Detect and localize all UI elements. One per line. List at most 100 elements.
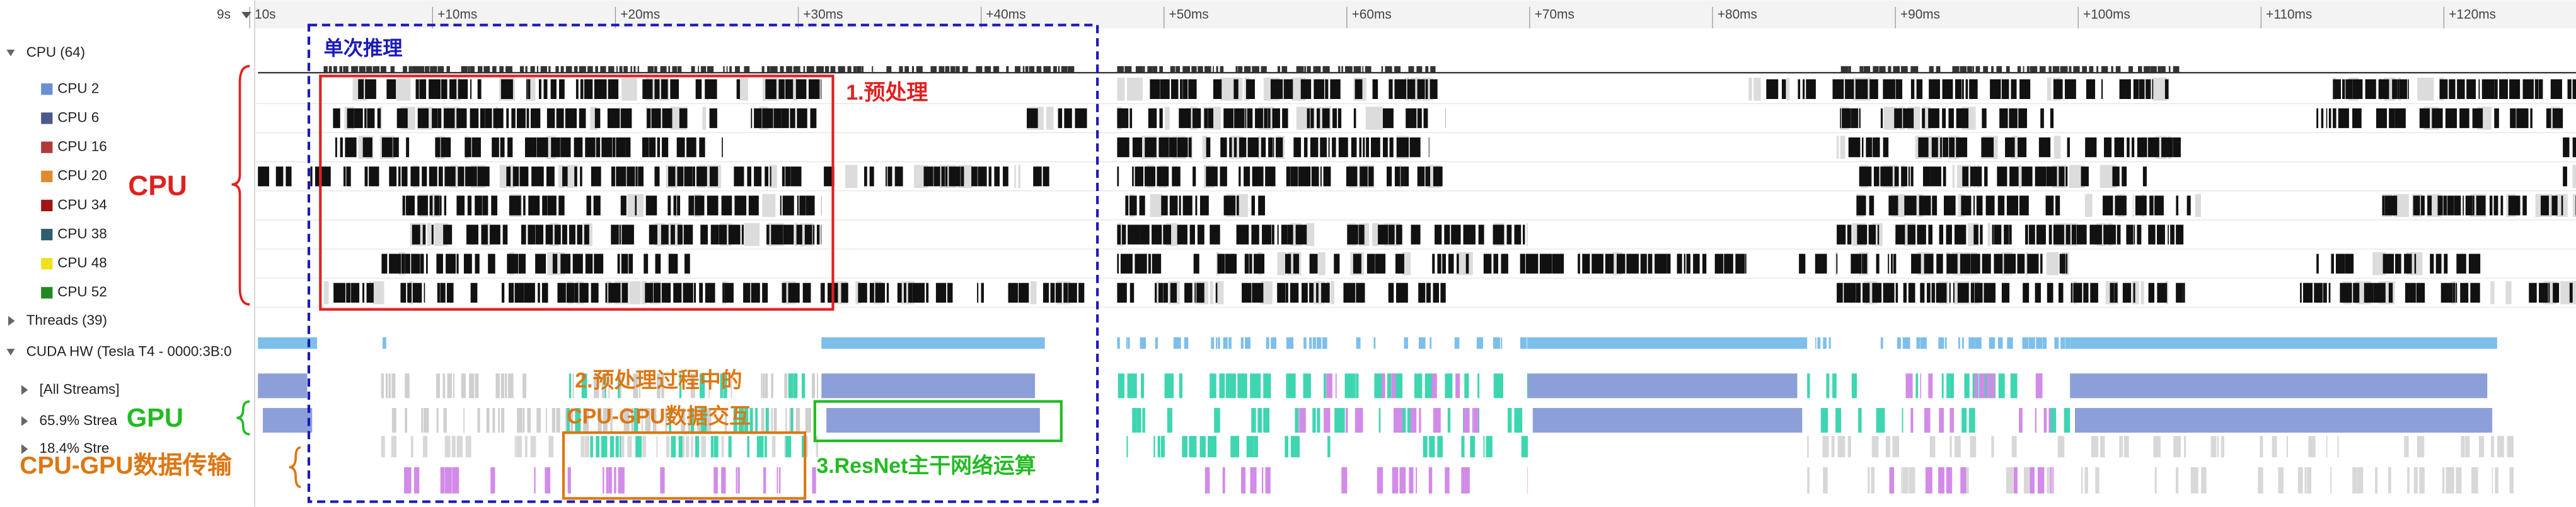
activity-block	[771, 408, 773, 433]
activity-block	[649, 224, 657, 245]
activity-block	[417, 66, 424, 73]
activity-block	[645, 195, 657, 216]
activity-block	[2104, 137, 2112, 158]
activity-block	[1893, 254, 1897, 274]
activity-block	[1173, 337, 1181, 349]
activity-block	[500, 373, 505, 399]
activity-block	[1158, 137, 1169, 158]
ruler-start[interactable]: 9s	[217, 8, 231, 22]
activity-block	[2427, 195, 2432, 216]
activity-block	[621, 254, 628, 274]
row-label: CPU 38	[57, 226, 107, 242]
activity-block	[1204, 467, 1210, 494]
activity-block	[2443, 195, 2447, 216]
activity-block	[1159, 108, 1163, 129]
activity-block	[2006, 467, 2014, 494]
activity-block	[405, 254, 410, 274]
activity-block	[2089, 66, 2094, 73]
activity-block	[1990, 79, 2001, 99]
activity-block	[1250, 467, 1257, 494]
activity-block	[2057, 436, 2065, 458]
activity-block	[947, 283, 953, 303]
expand-toggle[interactable]	[21, 444, 28, 454]
activity-block	[1905, 373, 1913, 399]
activity-block	[620, 436, 621, 458]
expand-toggle[interactable]	[6, 49, 15, 57]
kernel-band	[1528, 373, 1798, 399]
activity-block	[362, 137, 373, 158]
activity-block	[767, 66, 770, 73]
activity-block	[897, 283, 902, 303]
activity-block	[2352, 467, 2357, 494]
activity-block	[642, 137, 649, 158]
activity-block	[2028, 337, 2035, 349]
activity-block	[2499, 79, 2508, 99]
activity-block	[633, 408, 638, 433]
activity-block	[2035, 283, 2041, 303]
activity-block	[468, 66, 470, 73]
expand-toggle[interactable]	[21, 385, 28, 395]
kernel-band	[2070, 337, 2497, 349]
activity-block	[2176, 467, 2179, 494]
interaction-label: 2.预处理过程中的	[575, 368, 742, 392]
activity-block	[364, 166, 368, 187]
activity-block	[1807, 373, 1810, 399]
activity-block	[1163, 224, 1172, 245]
activity-block	[1189, 436, 1197, 458]
activity-block	[452, 467, 459, 494]
expand-toggle[interactable]	[21, 416, 28, 426]
activity-block	[2456, 283, 2458, 303]
activity-block	[2314, 283, 2323, 303]
activity-block	[1003, 166, 1008, 187]
expand-toggle[interactable]	[8, 316, 15, 326]
expand-toggle[interactable]	[6, 349, 15, 356]
activity-block	[649, 137, 656, 158]
activity-block	[2454, 195, 2461, 216]
activity-block	[1117, 137, 1129, 158]
activity-block	[1949, 283, 1951, 303]
activity-block	[500, 79, 513, 99]
activity-block	[737, 467, 740, 494]
activity-block	[1447, 408, 1451, 433]
activity-block	[665, 408, 667, 433]
activity-block	[2435, 254, 2442, 274]
activity-block	[1222, 467, 1225, 494]
activity-block	[762, 373, 765, 399]
activity-block	[1430, 79, 1438, 99]
activity-block	[2157, 66, 2161, 73]
activity-block	[1855, 79, 1868, 99]
activity-block	[679, 373, 682, 399]
activity-block	[1025, 66, 1029, 73]
ruler-dropdown[interactable]	[241, 11, 251, 19]
activity-block	[2096, 66, 2099, 73]
activity-block	[2025, 252, 2028, 276]
activity-block	[981, 283, 984, 303]
activity-block	[401, 166, 408, 187]
activity-block	[423, 408, 429, 433]
activity-block	[2508, 195, 2521, 216]
activity-block	[1417, 79, 1425, 99]
activity-block	[1122, 224, 1126, 245]
activity-block	[447, 373, 452, 399]
activity-block	[1508, 408, 1512, 433]
activity-block	[1863, 66, 1871, 73]
activity-block	[2456, 467, 2462, 494]
activity-block	[2331, 254, 2334, 274]
activity-block	[2338, 108, 2349, 129]
row-label: [All Streams]	[40, 381, 120, 397]
activity-block	[2432, 108, 2443, 129]
activity-block	[470, 108, 479, 129]
activity-block	[618, 467, 625, 494]
activity-block	[761, 373, 763, 399]
activity-block	[522, 373, 526, 399]
activity-block	[552, 254, 558, 274]
activity-block	[1917, 224, 1926, 245]
activity-block	[310, 166, 313, 187]
activity-block	[2081, 467, 2083, 494]
activity-block	[2383, 254, 2394, 274]
activity-block	[1847, 436, 1851, 458]
activity-block	[492, 137, 499, 158]
core-swatch	[41, 199, 53, 212]
activity-block	[1351, 137, 1357, 158]
activity-block	[1425, 166, 1431, 187]
